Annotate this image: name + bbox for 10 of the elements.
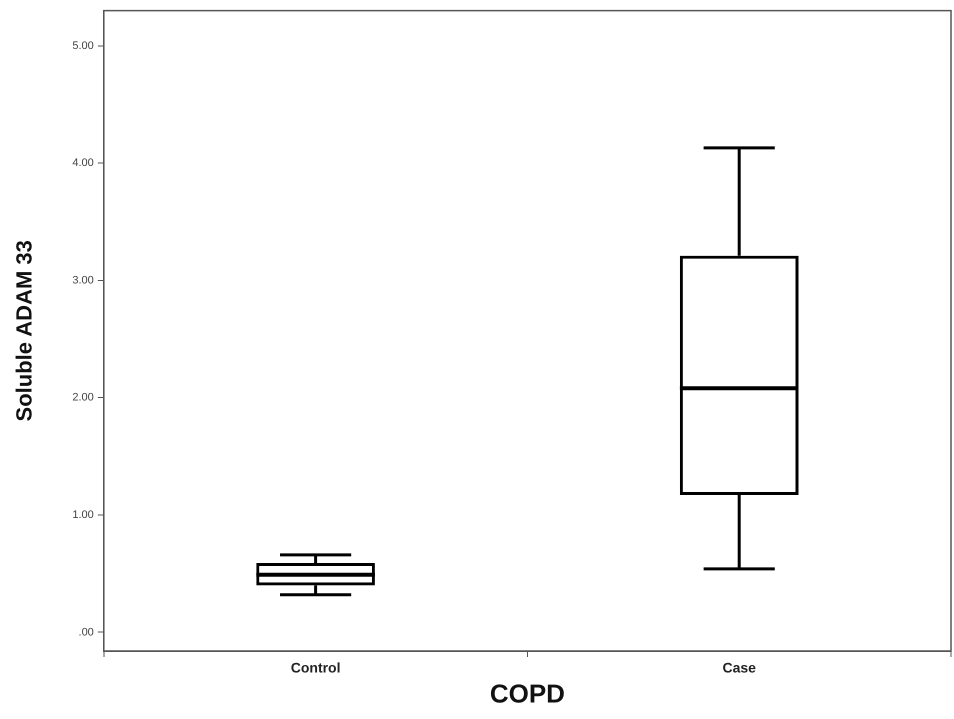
y-tick-label: 5.00 bbox=[72, 40, 94, 52]
x-axis-title: COPD bbox=[490, 678, 565, 709]
y-tick-label: 2.00 bbox=[72, 392, 94, 404]
x-tick-label: Case bbox=[722, 659, 756, 676]
y-tick-label: 3.00 bbox=[72, 274, 94, 286]
y-tick-label: .00 bbox=[78, 626, 94, 638]
x-tick-label: Control bbox=[290, 659, 340, 676]
y-tick-label: 1.00 bbox=[72, 508, 94, 521]
y-tick-label: 4.00 bbox=[72, 157, 94, 170]
y-axis-title: Soluble ADAM 33 bbox=[11, 240, 36, 422]
